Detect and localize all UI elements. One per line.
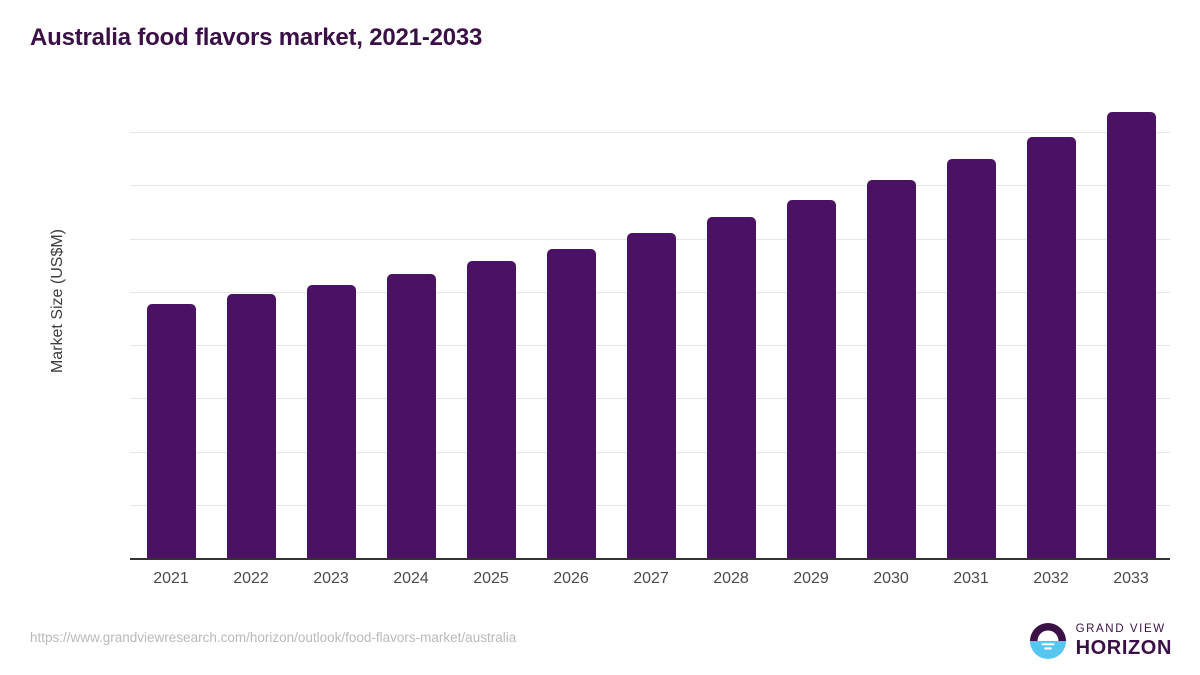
bar[interactable]	[626, 233, 676, 558]
x-axis-tick-label: 2023	[313, 570, 349, 587]
bars-layer	[130, 112, 1170, 558]
x-axis-tick-label: 2027	[633, 570, 669, 587]
x-axis-tick-label: 2022	[233, 570, 269, 587]
logo: GRAND VIEW HORIZON	[1029, 620, 1172, 662]
bar[interactable]	[946, 159, 996, 558]
logo-top-text: GRAND VIEW	[1075, 622, 1166, 635]
bar[interactable]	[706, 216, 756, 558]
bar[interactable]	[1026, 136, 1076, 558]
x-axis-tick-label: 2026	[553, 570, 589, 587]
x-axis-tick-label: 2028	[713, 570, 749, 587]
page-title: Australia food flavors market, 2021-2033	[30, 24, 483, 51]
x-axis-tick-label: 2021	[153, 570, 189, 587]
y-axis-title: Market Size (US$M)	[49, 228, 66, 374]
x-axis-tick-label: 2031	[953, 570, 989, 587]
gridline	[130, 185, 1170, 187]
logo-bottom-text: HORIZON	[1075, 637, 1172, 660]
x-axis-tick-label: 2033	[1113, 570, 1149, 587]
bar[interactable]	[146, 304, 196, 558]
bar[interactable]	[466, 261, 516, 558]
x-axis-tick-label: 2024	[393, 570, 429, 587]
x-axis-tick-label: 2030	[873, 570, 909, 587]
gridline	[130, 132, 1170, 133]
source-url: https://www.grandviewresearch.com/horizo…	[30, 630, 517, 645]
bar[interactable]	[226, 294, 276, 558]
x-axis-tick-labels: 2021 2022 2023 2024 2025 2026 2027 2028 2029 2030…	[130, 570, 1170, 596]
x-axis-tick-label: 2032	[1033, 570, 1069, 587]
bar[interactable]	[306, 284, 356, 558]
x-axis-line	[130, 558, 1170, 560]
bar[interactable]	[1106, 112, 1156, 558]
x-axis-tick-label: 2029	[793, 570, 829, 587]
logo-text: GRAND VIEW HORIZON	[1075, 622, 1172, 660]
bar[interactable]	[786, 200, 836, 558]
bar[interactable]	[546, 248, 596, 558]
grand-view-horizon-logo-icon	[1029, 623, 1066, 659]
bar[interactable]	[866, 180, 916, 558]
bar[interactable]	[386, 273, 436, 558]
x-axis-tick-label: 2025	[473, 570, 509, 587]
